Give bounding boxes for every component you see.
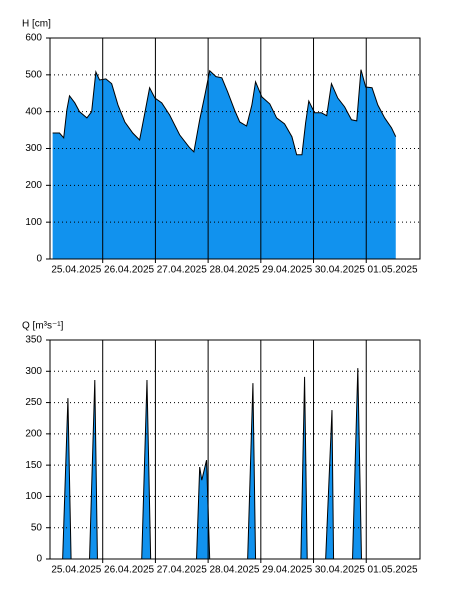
y-tick-label: 500	[25, 69, 42, 80]
y-tick-label: 100	[25, 217, 42, 228]
x-tick-label: 27.04.2025	[157, 265, 207, 276]
x-tick-label: 01.05.2025	[368, 265, 418, 276]
area	[52, 368, 396, 559]
x-tick-label: 28.04.2025	[209, 265, 259, 276]
y-axis-label: H [cm]	[22, 19, 51, 30]
x-tick-label: 30.04.2025	[315, 565, 365, 576]
y-tick-label: 300	[25, 366, 42, 377]
x-tick-label: 29.04.2025	[262, 565, 312, 576]
x-tick-label: 28.04.2025	[209, 565, 259, 576]
y-tick-label: 0	[36, 254, 42, 265]
y-tick-label: 600	[25, 33, 42, 44]
y-tick-label: 100	[25, 491, 42, 502]
area	[52, 69, 396, 259]
y-tick-label: 200	[25, 180, 42, 191]
y-tick-label: 150	[25, 460, 42, 471]
y-tick-label: 350	[25, 335, 42, 346]
plot-frame	[49, 339, 421, 560]
y-tick-label: 200	[25, 428, 42, 439]
y-tick-label: 0	[36, 554, 42, 565]
y-tick-label: 50	[31, 522, 43, 533]
y-tick-label: 400	[25, 106, 42, 117]
x-tick-label: 30.04.2025	[315, 265, 365, 276]
y-axis-label: Q [m³s⁻¹]	[22, 321, 64, 332]
x-tick-label: 29.04.2025	[262, 265, 312, 276]
y-tick-label: 250	[25, 397, 42, 408]
x-tick-label: 01.05.2025	[368, 565, 418, 576]
x-tick-label: 26.04.2025	[104, 265, 154, 276]
x-tick-label: 27.04.2025	[157, 565, 207, 576]
x-tick-label: 26.04.2025	[104, 565, 154, 576]
x-tick-label: 25.04.2025	[51, 565, 101, 576]
line	[52, 368, 396, 560]
x-tick-label: 25.04.2025	[51, 265, 101, 276]
line	[52, 69, 397, 156]
plot-frame	[49, 37, 421, 260]
y-tick-label: 300	[25, 143, 42, 154]
